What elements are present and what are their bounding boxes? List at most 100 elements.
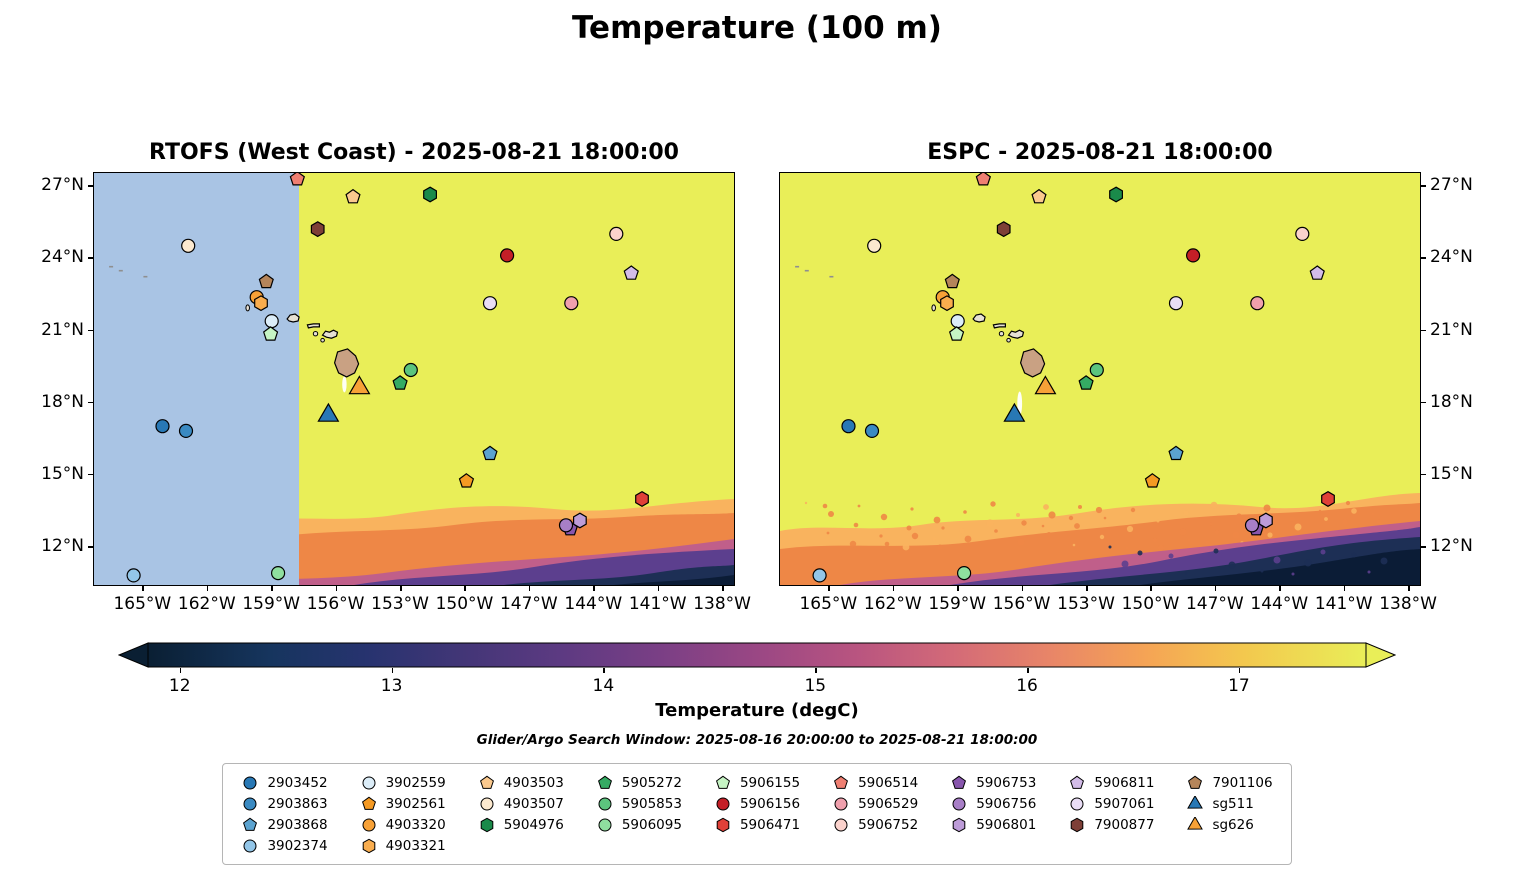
legend-item-5906811: 5906811 (1068, 772, 1154, 793)
legend-item-4903507: 4903507 (478, 793, 564, 814)
legend-label: 5906752 (858, 816, 919, 833)
colorbar-tick (391, 668, 394, 673)
colorbar-tick-label: 14 (592, 676, 615, 696)
lat-tick (88, 473, 93, 476)
legend-item-5906095: 5906095 (596, 814, 682, 835)
lon-tick-label: 162°W (177, 594, 236, 614)
colorbar-tick-label: 12 (168, 676, 191, 696)
maps-row: 27°N 24°N 21°N 18°N 15°N 12°N RTOFS (West Coa… (0, 138, 1514, 618)
legend-column: 5905272 5905853 5906095 (596, 772, 682, 856)
lon-tick-label: 153°W (371, 594, 429, 614)
panel-rtofs: RTOFS (West Coast) - 2025-08-21 18:00:00… (93, 138, 751, 618)
legend-column: 5906811 5907061 7900877 (1068, 772, 1154, 856)
map-rtofs (93, 172, 735, 586)
legend-item-7900877: 7900877 (1068, 814, 1154, 835)
map-espc (779, 172, 1421, 586)
legend-label: sg511 (1212, 795, 1254, 812)
pentagon-marker-icon (1188, 775, 1203, 789)
circle-marker-icon (243, 776, 257, 789)
lat-tick (88, 329, 93, 332)
pentagon-marker-icon (834, 775, 849, 789)
lon-tick-label: 147°W (499, 594, 558, 614)
legend-label: 5906801 (976, 816, 1037, 833)
legend-item-2903452: 2903452 (241, 772, 328, 793)
legend-item-5906156: 5906156 (714, 793, 800, 814)
legend-item-2903863: 2903863 (241, 793, 328, 814)
legend-label: 5906529 (858, 795, 919, 812)
legend-item-3902561: 3902561 (360, 793, 446, 814)
lon-tick-label: 156°W (992, 594, 1051, 614)
pentagon-marker-icon (1070, 775, 1085, 789)
lon-tick (1343, 586, 1346, 591)
legend-item-2903868: 2903868 (241, 814, 328, 835)
panel-espc: ESPC - 2025-08-21 18:00:00 165°W 162°W 159… (779, 138, 1437, 618)
circle-marker-icon (834, 797, 848, 810)
lon-tick (335, 586, 338, 591)
lon-tick-label: 159°W (242, 594, 301, 614)
lat-tick (88, 401, 93, 404)
lon-tick-label: 141°W (1314, 594, 1373, 614)
legend-label: 3902561 (385, 795, 446, 812)
circle-marker-icon (362, 818, 376, 831)
lon-tick (271, 586, 273, 591)
lat-tick-label: 21°N (41, 319, 84, 340)
legend-item-4903503: 4903503 (478, 772, 564, 793)
lat-tick-label: 18°N (1430, 391, 1473, 412)
pentagon-marker-icon (361, 796, 376, 810)
legend-item-4903320: 4903320 (360, 814, 446, 835)
lat-tick-label: 18°N (41, 391, 84, 412)
circle-marker-icon (362, 776, 376, 789)
legend-item-5906155: 5906155 (714, 772, 800, 793)
lon-tick-label: 138°W (1379, 594, 1437, 614)
legend-column: 2903452 2903863 2903868 3902374 (241, 772, 328, 856)
legend-item-5907061: 5907061 (1068, 793, 1154, 814)
colorbar-label: Temperature (degC) (655, 700, 859, 721)
legend-item-4903321: 4903321 (360, 835, 446, 856)
circle-marker-icon (598, 818, 612, 831)
legend-item-5905853: 5905853 (596, 793, 682, 814)
lon-tick (464, 586, 466, 591)
map-espc-plot (780, 173, 1420, 585)
legend-item-5906801: 5906801 (950, 814, 1036, 835)
legend-item-5905272: 5905272 (596, 772, 682, 793)
hexagon-marker-icon (480, 817, 493, 832)
legend-label: 5906514 (858, 774, 919, 791)
lon-tick (957, 586, 959, 591)
legend-label: 4903321 (385, 837, 446, 854)
circle-marker-icon (834, 818, 848, 831)
pentagon-marker-icon (243, 817, 258, 831)
legend-label: 4903507 (503, 795, 564, 812)
lat-tick-label: 24°N (1430, 247, 1473, 268)
lon-tick-label: 147°W (1185, 594, 1244, 614)
lon-tick-label: 156°W (306, 594, 365, 614)
legend-label: 3902374 (267, 837, 328, 854)
lat-tick-label: 27°N (41, 175, 84, 196)
colorbar-tick-label: 13 (380, 676, 403, 696)
colorbar-tick (179, 668, 182, 673)
legend-item-3902559: 3902559 (360, 772, 446, 793)
panel-espc-title: ESPC - 2025-08-21 18:00:00 (927, 140, 1273, 165)
lat-axis-right: 27°N 24°N 21°N 18°N 15°N 12°N (1421, 172, 1483, 587)
search-window-note: Glider/Argo Search Window: 2025-08-16 20… (476, 732, 1038, 748)
lon-tick (1021, 586, 1024, 591)
legend-wrap: 2903452 2903863 2903868 3902374 3902559 39025… (0, 763, 1514, 865)
lon-tick-label: 162°W (863, 594, 922, 614)
lon-axis-espc: 165°W 162°W 159°W 156°W 153°W 150°W 147°W 144°W… (779, 586, 1437, 618)
circle-marker-icon (598, 797, 612, 810)
legend-label: 5906156 (739, 795, 801, 812)
lon-tick (1408, 586, 1410, 591)
colorbar-ticks: 12 13 14 15 16 17 (118, 668, 1396, 698)
legend-item-5906514: 5906514 (832, 772, 918, 793)
legend-label: 4903320 (385, 816, 446, 833)
lat-tick (1421, 257, 1426, 259)
legend-column: 5906155 5906156 5906471 (714, 772, 800, 856)
colorbar-block: 12 13 14 15 16 17 Temperature (degC) Glider/A… (118, 642, 1396, 748)
circle-marker-icon (480, 797, 494, 810)
legend-label: 5904976 (503, 816, 564, 833)
circle-marker-icon (952, 797, 966, 810)
legend-label: sg626 (1212, 816, 1254, 833)
lat-tick-label: 15°N (1430, 463, 1473, 484)
legend-label: 5906753 (976, 774, 1037, 791)
lat-tick (1421, 329, 1426, 332)
colorbar-tick (1027, 668, 1029, 673)
